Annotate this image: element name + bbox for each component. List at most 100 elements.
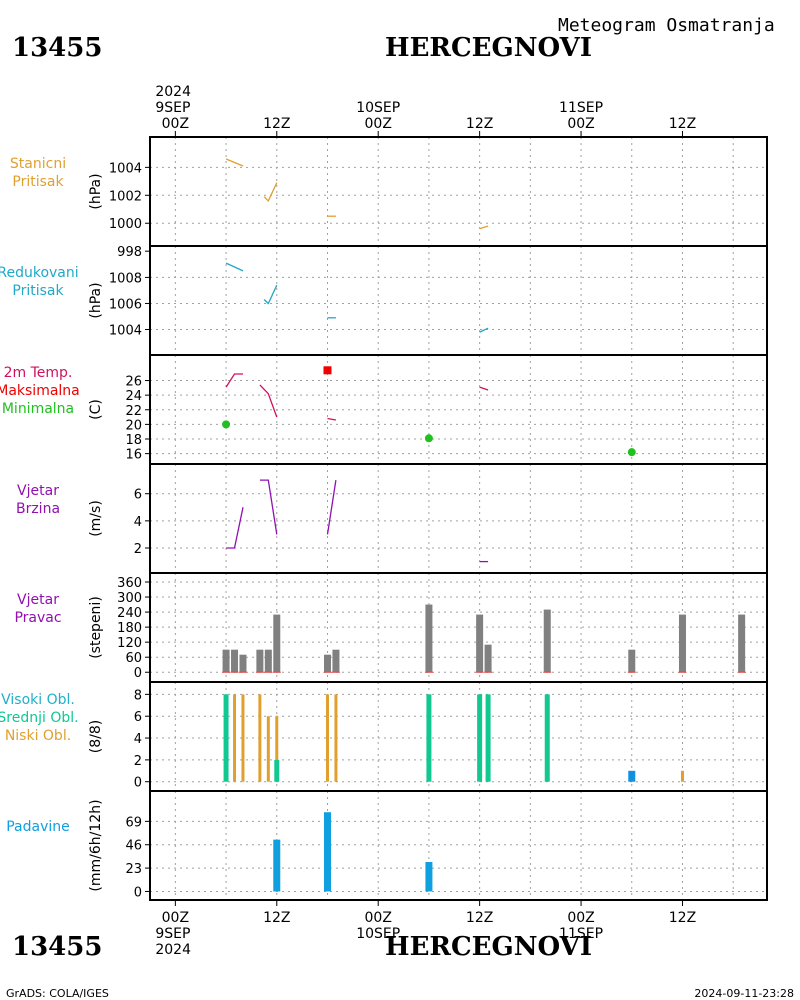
- cloud-bar-low: [275, 716, 279, 782]
- cloud-bar-low: [258, 694, 262, 782]
- cloud-bar-low: [241, 694, 245, 782]
- time-tick-label: 00Z: [365, 116, 392, 132]
- wind-dir-bar: [323, 654, 331, 673]
- time-tick-label: 10SEP: [356, 100, 400, 116]
- panel-station-pressure: Stanicni Pritisak (hPa) 1004 1002 1000 998: [10, 136, 768, 260]
- series-line: [259, 479, 278, 535]
- time-tick-label: 12Z: [466, 910, 493, 926]
- unit-label: (mm/6h/12h): [88, 799, 104, 891]
- series-line: [225, 373, 243, 388]
- series-line: [263, 284, 278, 305]
- footer-station-id: 13455: [12, 932, 102, 962]
- time-tick-label: 12Z: [669, 116, 696, 132]
- cloud-bar-low: [334, 694, 338, 782]
- panel-label: Vjetar: [17, 483, 59, 499]
- cloud-bar-low: [325, 694, 329, 782]
- panel-label: Vjetar: [17, 592, 59, 608]
- y-tick-label: 998: [117, 245, 142, 260]
- wind-dir-bar: [222, 649, 230, 673]
- panel-frame: [149, 354, 768, 465]
- station-name: HERCEGNOVI: [385, 33, 592, 63]
- station-id: 13455: [12, 33, 102, 63]
- time-tick-label: 12Z: [263, 910, 290, 926]
- y-tick-label: 240: [117, 606, 142, 621]
- series-line: [225, 158, 244, 167]
- panel-data: [225, 158, 489, 230]
- y-tick-label: 0: [134, 776, 142, 791]
- panel-label: 2m Temp.: [4, 365, 73, 381]
- wind-dir-bar: [264, 649, 272, 673]
- unit-label: (m/s): [88, 500, 104, 537]
- y-tick-label: 26: [125, 375, 142, 390]
- y-tick-label: 300: [117, 591, 142, 606]
- wind-dir-bar: [256, 649, 264, 673]
- y-tick-label: 0: [134, 885, 142, 900]
- panel-label: Padavine: [6, 819, 70, 835]
- panel-data: [273, 812, 433, 892]
- panel-label: Stanicni: [10, 156, 66, 172]
- unit-label: (hPa): [88, 173, 104, 209]
- unit-label: (stepeni): [88, 596, 104, 659]
- panel-label: Pravac: [14, 610, 61, 626]
- tmin-marker: [424, 434, 433, 443]
- panel-clouds: Visoki Obl. Srednji Obl. Niski Obl. (8/8) 8 6…: [0, 681, 768, 792]
- y-tick-label: 180: [117, 621, 142, 636]
- series-line: [479, 327, 489, 333]
- unit-label: (C): [88, 399, 104, 420]
- footer-credit: GrADS: COLA/IGES: [6, 987, 109, 1000]
- cloud-bar-low: [680, 770, 684, 782]
- time-tick-label: 00Z: [162, 116, 189, 132]
- y-tick-label: 1004: [109, 323, 142, 338]
- time-tick-label: 2024: [155, 84, 191, 100]
- y-tick-label: 16: [125, 448, 142, 463]
- panel-data: [225, 262, 489, 333]
- wind-dir-bar: [484, 644, 492, 673]
- y-tick-label: 20: [125, 418, 142, 433]
- wind-dir-bar: [239, 654, 247, 673]
- y-tick-label: 2: [134, 754, 142, 769]
- y-tick-label: 4: [134, 732, 142, 747]
- tmin-marker: [627, 448, 636, 457]
- y-tick-label: 46: [125, 839, 142, 854]
- series-line: [263, 182, 278, 203]
- panel-data: [222, 366, 636, 457]
- footer-station-name: HERCEGNOVI: [385, 932, 592, 962]
- tmax-marker: [323, 366, 332, 375]
- time-tick-label: 2024: [155, 942, 191, 958]
- wind-dir-bar: [543, 609, 551, 673]
- time-tick-label: 00Z: [365, 910, 392, 926]
- panel-frame: [149, 245, 768, 356]
- panel-data: [223, 694, 684, 782]
- time-tick-label: 9SEP: [155, 100, 190, 116]
- cloud-bar-low: [233, 694, 237, 782]
- wind-dir-bar: [332, 649, 340, 673]
- y-tick-label: 1004: [109, 161, 142, 176]
- cloud-bar-mid: [426, 694, 432, 782]
- cloud-bar-mid: [477, 694, 483, 782]
- y-tick-label: 0: [134, 666, 142, 681]
- product-title: Meteogram Osmatranja: [558, 15, 775, 36]
- panel-label: Srednji Obl.: [0, 710, 79, 726]
- cloud-bar-mid: [274, 759, 280, 782]
- panel-reduced-pressure: Redukovani Pritisak (hPa) 1008 1006 1004: [0, 245, 768, 356]
- y-tick-label: 120: [117, 636, 142, 651]
- series-line: [327, 417, 337, 421]
- y-tick-label: 1006: [109, 297, 142, 312]
- time-tick-label: 00Z: [162, 910, 189, 926]
- time-tick-label: 12Z: [466, 116, 493, 132]
- precip-bar: [425, 861, 433, 892]
- time-tick-label: 00Z: [567, 116, 594, 132]
- wind-dir-bar: [628, 649, 636, 673]
- series-line: [326, 480, 337, 535]
- precip-bar: [273, 839, 281, 892]
- panel-label: Brzina: [16, 501, 60, 517]
- y-tick-label: 1002: [109, 189, 142, 204]
- y-tick-label: 18: [125, 433, 142, 448]
- cloud-bar-low: [266, 716, 270, 782]
- series-line: [226, 507, 244, 549]
- cloud-bar-mid: [544, 694, 550, 782]
- panel-label: Niski Obl.: [5, 728, 71, 744]
